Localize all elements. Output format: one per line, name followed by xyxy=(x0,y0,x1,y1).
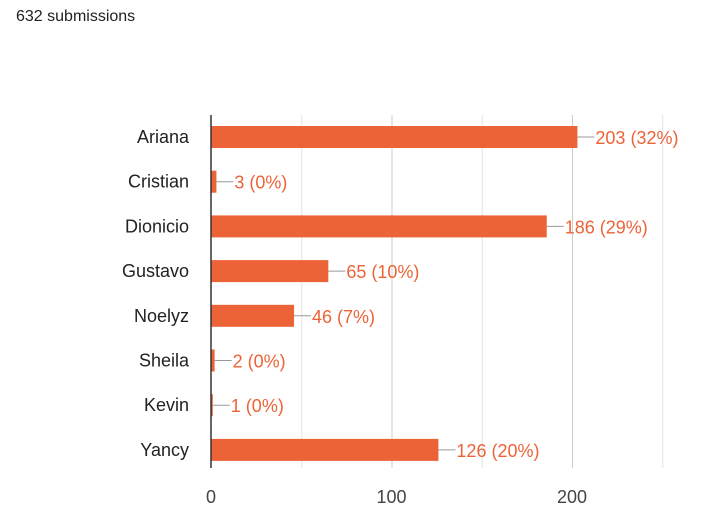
bar xyxy=(211,126,578,148)
category-label: Dionicio xyxy=(125,216,189,236)
data-label: 3 (0%) xyxy=(234,173,287,193)
bar xyxy=(211,349,215,372)
data-label: 65 (10%) xyxy=(346,262,419,282)
bar xyxy=(211,215,547,238)
category-label: Kevin xyxy=(144,395,189,415)
data-label: 203 (32%) xyxy=(595,128,678,148)
bar xyxy=(211,260,329,283)
bar xyxy=(211,438,439,461)
bar xyxy=(211,394,213,417)
submissions-count: 632 submissions xyxy=(16,8,136,25)
data-label: 126 (20%) xyxy=(456,441,539,461)
x-tick-label: 100 xyxy=(376,487,406,507)
data-label: 46 (7%) xyxy=(312,307,375,327)
category-label: Cristian xyxy=(128,172,189,192)
data-label: 1 (0%) xyxy=(231,396,284,416)
category-label: Noelyz xyxy=(134,306,189,326)
category-label: Gustavo xyxy=(122,261,189,281)
category-label: Yancy xyxy=(140,440,189,460)
bar xyxy=(211,304,295,327)
category-label: Sheila xyxy=(139,351,190,371)
bar xyxy=(211,170,217,193)
category-label: Ariana xyxy=(137,127,190,147)
x-tick-label: 200 xyxy=(557,487,587,507)
data-label: 2 (0%) xyxy=(233,352,286,372)
x-tick-label: 0 xyxy=(206,487,216,507)
data-label: 186 (29%) xyxy=(565,217,648,237)
